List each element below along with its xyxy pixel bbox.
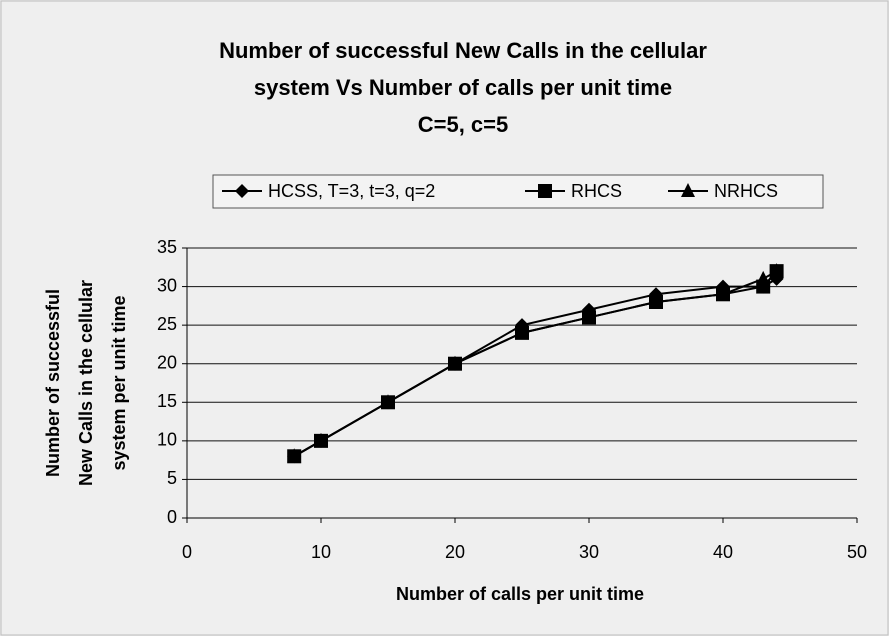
y-axis-label: Number of successful bbox=[43, 289, 63, 477]
legend-box bbox=[212, 174, 824, 209]
x-tick-label: 0 bbox=[182, 542, 192, 562]
marker bbox=[716, 286, 730, 301]
marker bbox=[649, 294, 663, 308]
marker bbox=[769, 263, 784, 278]
legend-label: RHCS bbox=[571, 181, 622, 201]
x-tick-label: 50 bbox=[847, 542, 867, 562]
legend-marker bbox=[681, 183, 695, 197]
y-tick-label: 20 bbox=[157, 352, 177, 372]
x-tick-label: 20 bbox=[445, 542, 465, 562]
marker bbox=[314, 432, 328, 447]
x-axis-label: Number of calls per unit time bbox=[396, 584, 644, 604]
chart-title: system Vs Number of calls per unit time bbox=[254, 75, 672, 100]
marker bbox=[287, 448, 302, 463]
marker bbox=[381, 394, 395, 409]
y-axis-label: New Calls in the cellular bbox=[76, 280, 96, 486]
y-tick-label: 10 bbox=[157, 430, 177, 450]
legend-label: NRHCS bbox=[714, 181, 778, 201]
y-tick-label: 35 bbox=[157, 237, 177, 257]
marker bbox=[448, 355, 462, 370]
legend-label: HCSS, T=3, t=3, q=2 bbox=[268, 181, 435, 201]
y-tick-label: 30 bbox=[157, 275, 177, 295]
y-tick-label: 25 bbox=[157, 314, 177, 334]
y-tick-label: 0 bbox=[167, 507, 177, 527]
x-tick-label: 30 bbox=[579, 542, 599, 562]
y-tick-label: 15 bbox=[157, 391, 177, 411]
y-tick-label: 5 bbox=[167, 468, 177, 488]
chart-title: Number of successful New Calls in the ce… bbox=[219, 38, 707, 63]
plot-area bbox=[187, 248, 857, 518]
series-line bbox=[293, 270, 778, 458]
legend-marker bbox=[235, 184, 249, 198]
x-tick-label: 40 bbox=[713, 542, 733, 562]
legend-marker bbox=[538, 184, 552, 198]
marker bbox=[756, 270, 771, 285]
x-tick-label: 10 bbox=[311, 542, 331, 562]
marker bbox=[582, 309, 596, 324]
y-axis-label: system per unit time bbox=[109, 295, 129, 470]
chart-title: C=5, c=5 bbox=[418, 112, 509, 137]
marker bbox=[515, 324, 529, 339]
